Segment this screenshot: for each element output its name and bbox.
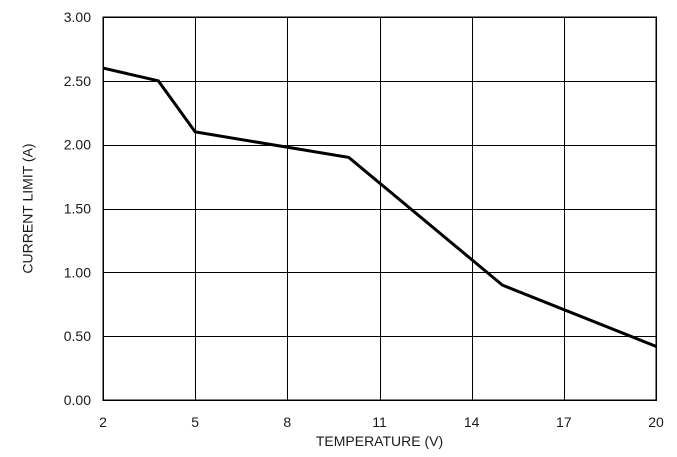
series-layer xyxy=(103,68,656,346)
plot-area-frame xyxy=(103,17,656,400)
y-axis-title: CURRENT LIMIT (A) xyxy=(20,143,36,273)
x-tick-label: 14 xyxy=(464,414,480,430)
x-tick-label: 2 xyxy=(99,414,107,430)
x-tick-label: 17 xyxy=(556,414,572,430)
x-tick-label: 8 xyxy=(283,414,291,430)
x-axis-tick-labels: 2 5 8 11 14 17 20 xyxy=(99,414,664,430)
y-tick-label: 1.50 xyxy=(64,201,91,217)
y-tick-label: 3.00 xyxy=(64,9,91,25)
y-tick-label: 2.00 xyxy=(64,137,91,153)
x-tick-label: 11 xyxy=(372,414,387,430)
y-tick-label: 2.50 xyxy=(64,73,91,89)
x-tick-label: 5 xyxy=(191,414,199,430)
grid xyxy=(103,17,657,401)
series-line xyxy=(103,68,656,346)
x-axis-title: TEMPERATURE (V) xyxy=(316,433,443,449)
y-tick-label: 0.00 xyxy=(64,392,91,408)
y-axis-tick-labels: 0.00 0.50 1.00 1.50 2.00 2.50 3.00 xyxy=(64,9,91,408)
y-tick-label: 1.00 xyxy=(64,264,91,280)
x-tick-label: 20 xyxy=(648,414,664,430)
y-tick-label: 0.50 xyxy=(64,328,91,344)
